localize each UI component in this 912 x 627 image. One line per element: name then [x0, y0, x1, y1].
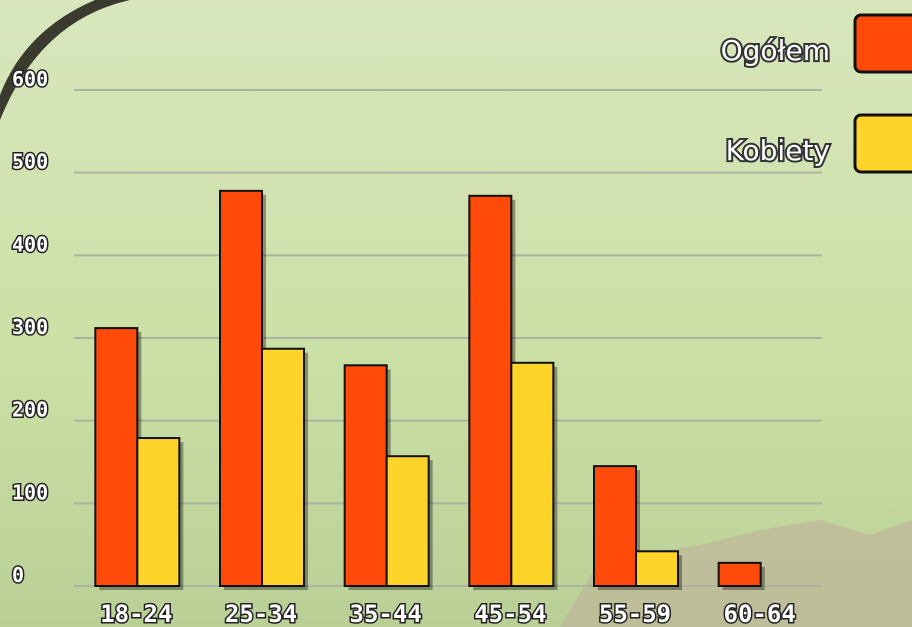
legend-label: Kobiety: [726, 134, 830, 167]
y-tick-label: 200: [12, 398, 48, 422]
x-tick-label: 35-44: [350, 600, 422, 627]
legend-label: Ogółem: [721, 34, 830, 67]
legend-swatch: [853, 13, 912, 74]
bar: [136, 437, 181, 587]
x-tick-label: 25-34: [225, 600, 297, 627]
y-tick-label: 0: [12, 563, 24, 587]
bar: [510, 361, 555, 587]
legend-swatch: [853, 113, 912, 174]
y-tick-label: 300: [12, 315, 48, 339]
y-tick-label: 600: [12, 67, 48, 91]
x-tick-label: 55-59: [599, 600, 671, 627]
bar: [261, 347, 305, 587]
y-tick-label: 100: [12, 480, 48, 504]
x-tick-label: 60-64: [724, 600, 796, 627]
y-tick-label: 400: [12, 232, 48, 256]
bar: [717, 561, 762, 587]
bar: [385, 455, 430, 588]
x-tick-label: 45-54: [474, 600, 546, 627]
decor-arc: [0, 0, 130, 120]
y-tick-label: 500: [12, 150, 48, 174]
x-tick-label: 18-24: [100, 600, 172, 627]
bar: [593, 465, 637, 587]
bar: [468, 194, 513, 588]
bar: [219, 189, 263, 587]
bar: [94, 327, 139, 587]
bar: [343, 364, 388, 587]
bar: [635, 550, 679, 588]
